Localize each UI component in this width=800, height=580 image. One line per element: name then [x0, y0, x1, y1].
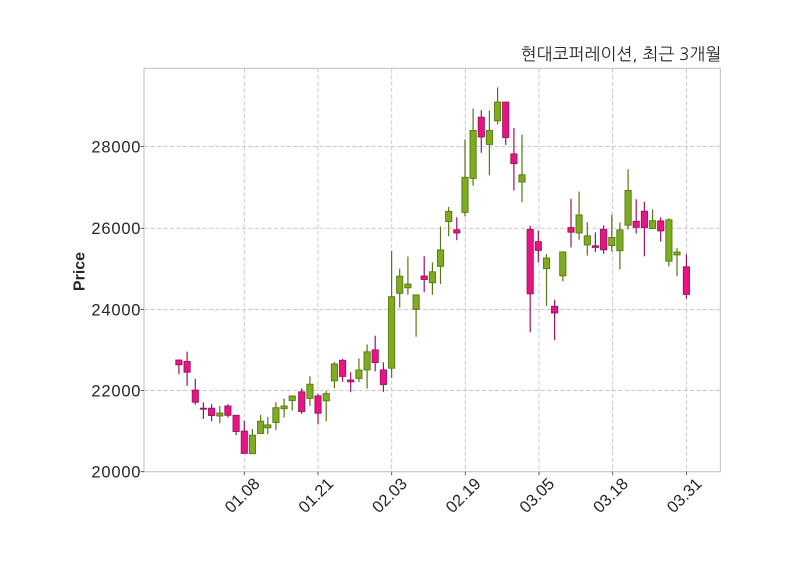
svg-text:20000: 20000 [91, 464, 141, 482]
svg-text:24000: 24000 [91, 301, 141, 319]
svg-text:26000: 26000 [91, 220, 141, 238]
svg-text:28000: 28000 [91, 138, 141, 156]
svg-text:22000: 22000 [91, 382, 141, 400]
svg-text:Price: Price [72, 252, 89, 291]
